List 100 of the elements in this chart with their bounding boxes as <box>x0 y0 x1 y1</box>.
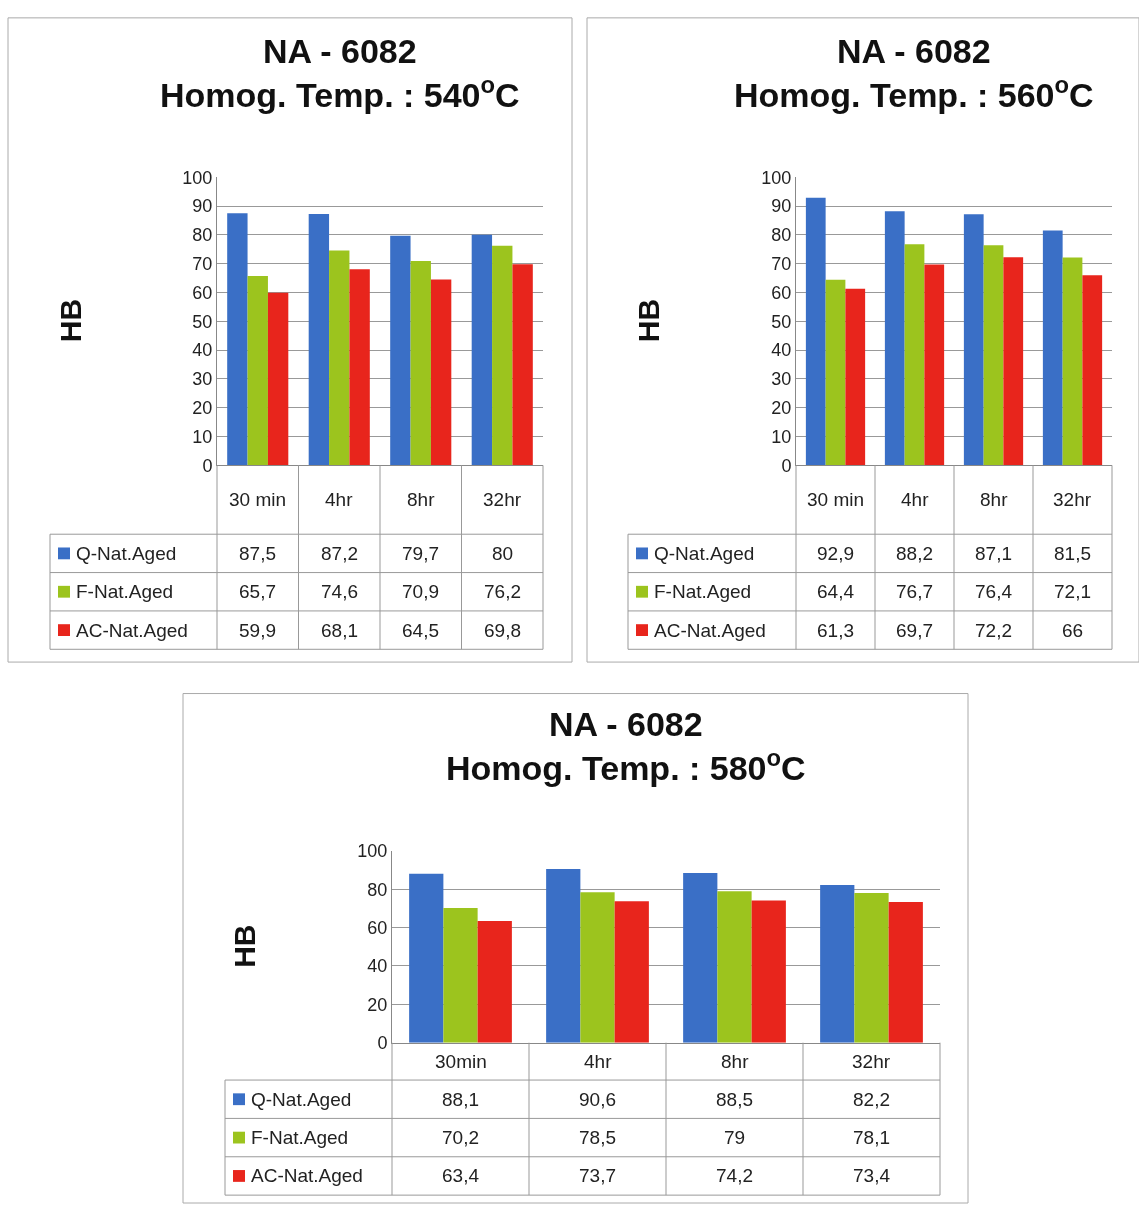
legend-label: F-Nat.Aged <box>654 581 752 602</box>
x-tick-label: 30min <box>435 1051 487 1072</box>
legend-label: Q-Nat.Aged <box>654 543 755 564</box>
y-tick-label: 50 <box>771 311 792 332</box>
bar <box>683 872 718 1043</box>
bar <box>492 245 513 466</box>
data-label: 76,7 <box>896 581 933 602</box>
y-tick-label: 90 <box>771 196 792 217</box>
bar <box>805 197 826 466</box>
data-label: 79 <box>724 1127 746 1148</box>
data-label: 78,1 <box>853 1127 890 1148</box>
bar <box>410 261 431 466</box>
data-label: 82,2 <box>853 1089 890 1110</box>
y-tick-label: 30 <box>771 369 792 390</box>
bar <box>884 211 905 466</box>
y-tick-label: 90 <box>192 196 213 217</box>
bar <box>580 892 615 1043</box>
data-label: 64,5 <box>402 620 439 641</box>
data-label: 87,1 <box>975 543 1012 564</box>
y-tick-label: 20 <box>192 398 213 419</box>
bar <box>983 245 1004 466</box>
data-label: 88,5 <box>716 1089 753 1110</box>
bar <box>227 213 248 466</box>
bar <box>963 214 984 466</box>
data-label: 88,2 <box>896 543 933 564</box>
y-tick-label: 70 <box>771 253 792 274</box>
y-tick-label: 30 <box>192 369 213 390</box>
data-label: 70,2 <box>442 1127 479 1148</box>
y-axis-title: HB <box>631 298 665 343</box>
bar <box>390 235 411 466</box>
data-label: 73,4 <box>853 1165 891 1186</box>
data-label: 81,5 <box>1054 543 1091 564</box>
data-label: 65,7 <box>239 581 276 602</box>
data-label: 87,2 <box>321 543 358 564</box>
bar <box>477 921 512 1043</box>
legend-label: AC-Nat.Aged <box>251 1165 363 1186</box>
chart-title: NA - 6082 Homog. Temp. : 540$^{o}$C <box>160 32 520 115</box>
bar <box>854 892 889 1043</box>
data-label: 69,7 <box>896 620 933 641</box>
data-label: 88,1 <box>442 1089 479 1110</box>
y-tick-label: 60 <box>367 917 388 938</box>
data-label: 73,7 <box>579 1165 616 1186</box>
data-label: 79,7 <box>402 543 439 564</box>
x-tick-label: 8hr <box>407 489 436 510</box>
legend-label: Q-Nat.Aged <box>251 1089 352 1110</box>
x-tick-label: 30 min <box>229 489 287 510</box>
bar <box>546 868 581 1043</box>
bar <box>1003 257 1024 466</box>
x-tick-label: 8hr <box>721 1051 750 1072</box>
data-label: 92,9 <box>817 543 854 564</box>
y-tick-label: 50 <box>192 311 213 332</box>
data-label: 76,4 <box>975 581 1013 602</box>
data-label: 87,5 <box>239 543 276 564</box>
bar <box>247 276 268 466</box>
data-label: 68,1 <box>321 620 358 641</box>
data-label: 69,8 <box>484 620 521 641</box>
legend-label: F-Nat.Aged <box>76 581 174 602</box>
chart-title: NA - 6082 Homog. Temp. : 580$^{o}$C <box>446 705 806 788</box>
bar <box>717 891 752 1043</box>
data-label: 72,1 <box>1054 581 1091 602</box>
y-tick-label: 0 <box>377 1032 388 1053</box>
x-tick-label: 4hr <box>584 1051 613 1072</box>
bar <box>825 279 846 466</box>
y-tick-label: 20 <box>771 398 792 419</box>
y-axis-title: HB <box>53 298 87 343</box>
y-tick-label: 0 <box>781 455 792 476</box>
legend-label: Q-Nat.Aged <box>76 543 177 564</box>
bar <box>1042 230 1063 466</box>
y-tick-label: 0 <box>202 455 213 476</box>
bar <box>349 269 370 466</box>
bar <box>614 901 649 1043</box>
data-label: 90,6 <box>579 1089 616 1110</box>
y-tick-label: 60 <box>771 282 792 303</box>
x-tick-label: 30 min <box>807 489 865 510</box>
x-tick-label: 4hr <box>325 489 354 510</box>
bar <box>267 292 289 466</box>
x-tick-label: 32hr <box>1053 489 1092 510</box>
bar <box>1082 275 1103 466</box>
y-tick-label: 100 <box>761 167 792 188</box>
y-tick-label: 20 <box>367 994 388 1015</box>
data-label: 74,2 <box>716 1165 753 1186</box>
data-label: 72,2 <box>975 620 1012 641</box>
bar <box>308 214 330 466</box>
legend-label: AC-Nat.Aged <box>76 620 188 641</box>
bar <box>924 264 945 466</box>
bar <box>512 264 533 466</box>
data-label: 80 <box>492 543 514 564</box>
bar <box>430 279 452 466</box>
bar <box>904 244 925 466</box>
bar <box>751 900 786 1043</box>
data-label: 78,5 <box>579 1127 616 1148</box>
data-label: 59,9 <box>239 620 276 641</box>
x-tick-label: 4hr <box>901 489 930 510</box>
x-tick-label: 8hr <box>980 489 1009 510</box>
y-tick-label: 80 <box>367 879 388 900</box>
y-tick-label: 10 <box>771 426 792 447</box>
data-label: 64,4 <box>817 581 855 602</box>
bar <box>409 873 444 1043</box>
bar <box>471 234 493 466</box>
bar <box>845 288 866 466</box>
